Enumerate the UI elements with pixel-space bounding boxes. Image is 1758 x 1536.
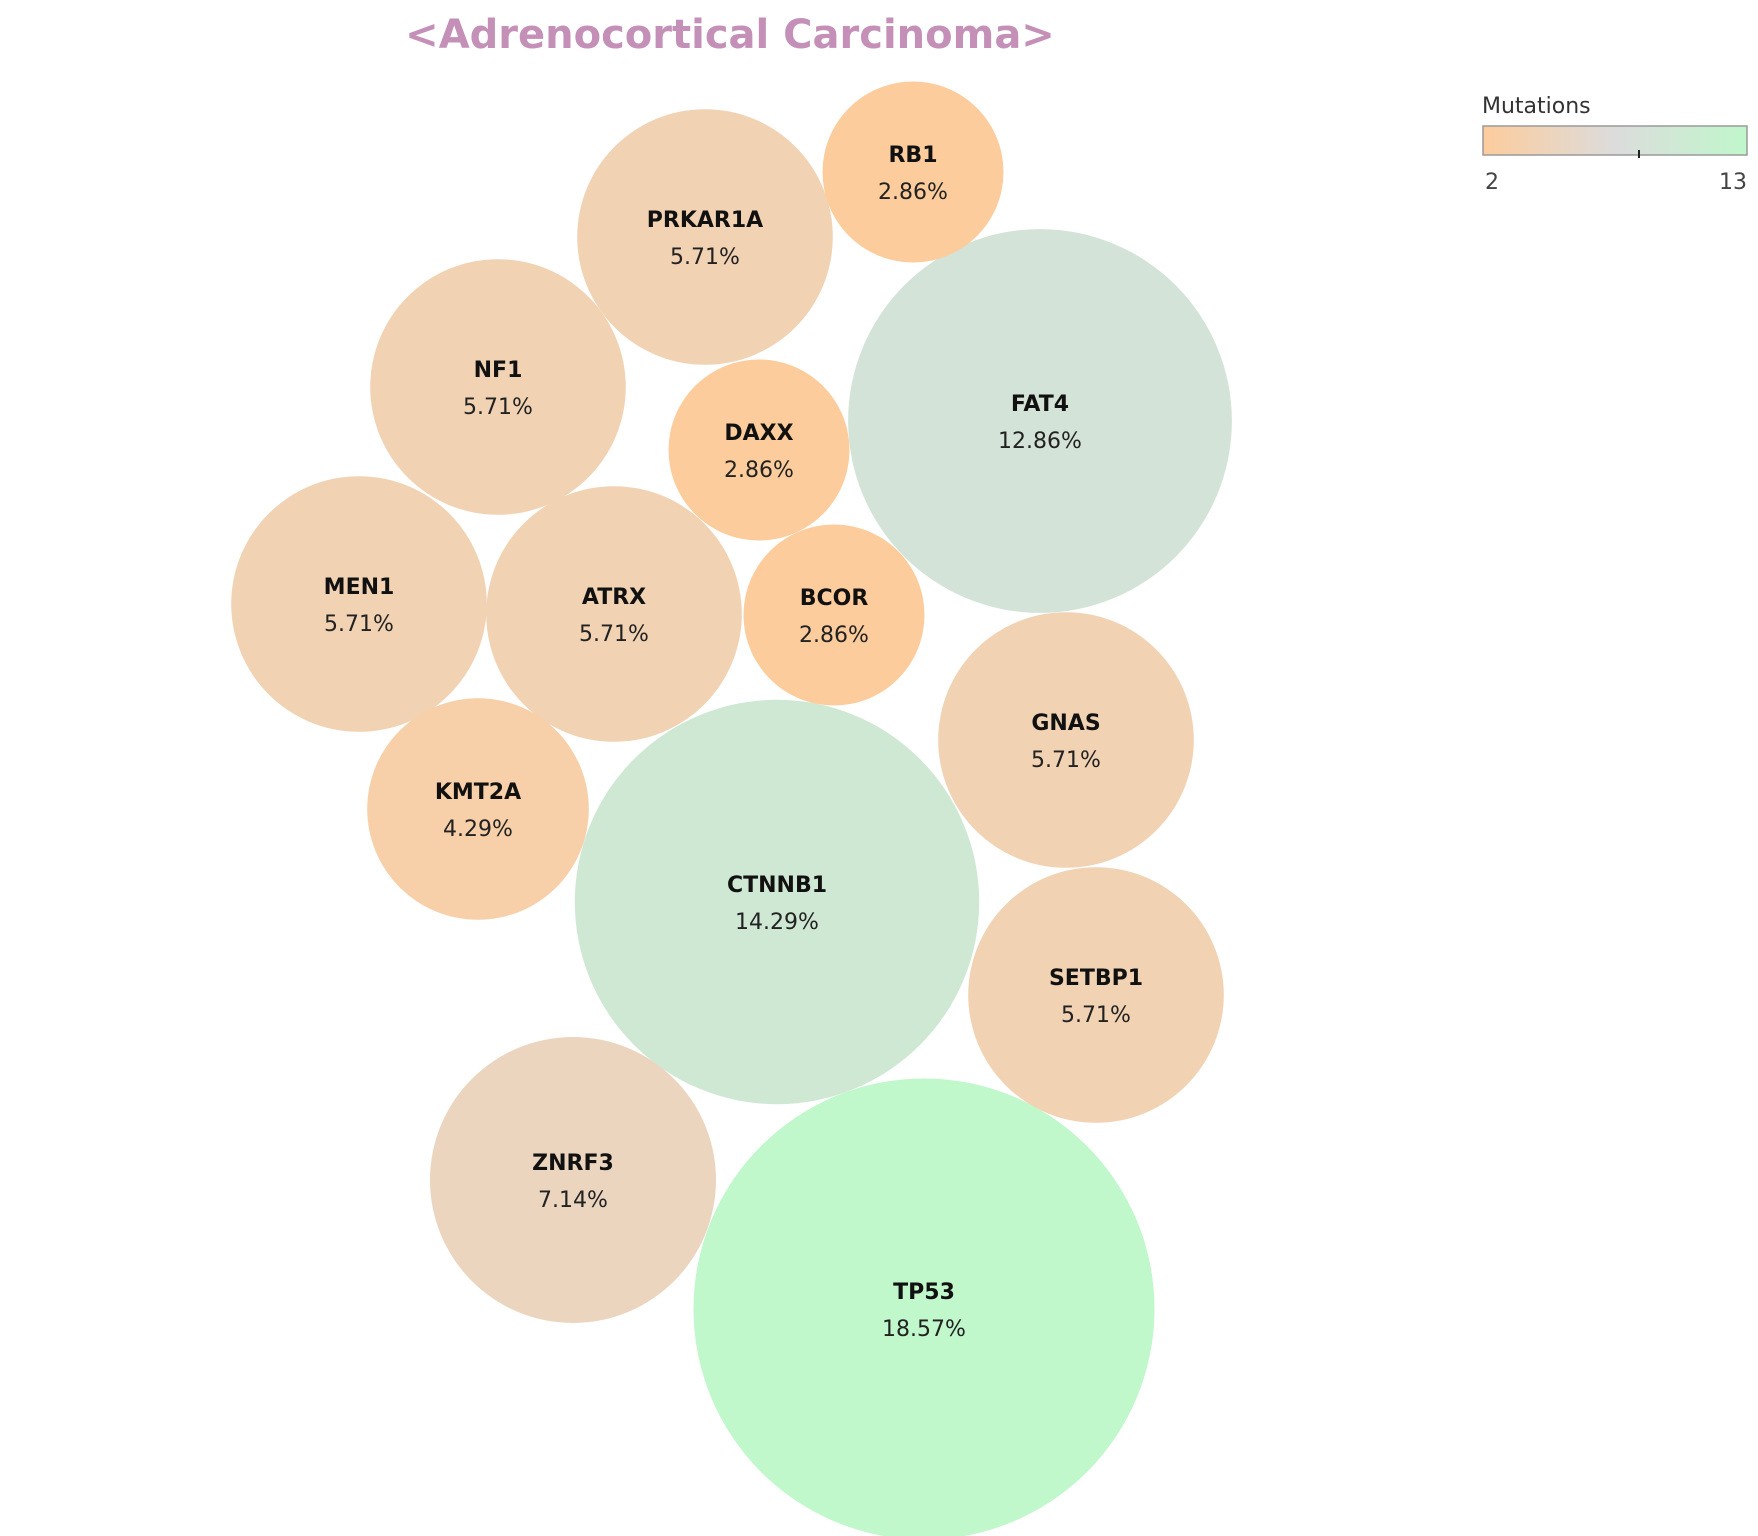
bubble-gene-label-prkar1a: PRKAR1A [647,208,763,233]
bubbles-layer: TP53 18.57% CTNNB1 14.29% FAT4 12.86% ZNRF3 7.1… [231,81,1232,1536]
legend-title: Mutations [1482,94,1591,119]
bubble-znrf3[interactable]: ZNRF3 7.14% [430,1037,716,1323]
bubble-percent-label-gnas: 5.71% [1031,748,1101,773]
bubble-gene-label-rb1: RB1 [888,143,937,168]
bubble-gene-label-atrx: ATRX [582,585,646,610]
color-legend: Mutations 2 13 [1482,94,1748,195]
bubble-gene-label-daxx: DAXX [724,421,793,446]
bubble-atrx[interactable]: ATRX 5.71% [486,486,742,742]
bubble-gene-label-fat4: FAT4 [1011,392,1069,417]
bubble-gnas[interactable]: GNAS 5.71% [938,612,1194,868]
bubble-gene-label-nf1: NF1 [474,358,523,383]
bubble-rb1[interactable]: RB1 2.86% [822,81,1004,263]
bubble-percent-label-rb1: 2.86% [878,180,948,205]
bubble-circle-fat4[interactable] [848,229,1232,613]
bubble-percent-label-znrf3: 7.14% [538,1188,608,1213]
bubble-circle-znrf3[interactable] [430,1037,716,1323]
bubble-circle-bcor[interactable] [743,524,925,706]
bubble-gene-label-bcor: BCOR [800,586,869,611]
chart-title: <Adrenocortical Carcinoma> [405,12,1055,58]
bubble-percent-label-daxx: 2.86% [724,458,794,483]
bubble-percent-label-kmt2a: 4.29% [443,817,513,842]
bubble-circle-men1[interactable] [231,476,487,732]
bubble-gene-label-tp53: TP53 [893,1280,955,1305]
bubble-fat4[interactable]: FAT4 12.86% [848,229,1232,613]
bubble-kmt2a[interactable]: KMT2A 4.29% [367,698,589,920]
bubble-circle-rb1[interactable] [822,81,1004,263]
bubble-men1[interactable]: MEN1 5.71% [231,476,487,732]
bubble-setbp1[interactable]: SETBP1 5.71% [968,867,1224,1123]
bubble-nf1[interactable]: NF1 5.71% [370,259,626,515]
bubble-percent-label-men1: 5.71% [324,612,394,637]
bubble-percent-label-bcor: 2.86% [799,623,869,648]
bubble-circle-atrx[interactable] [486,486,742,742]
bubble-daxx[interactable]: DAXX 2.86% [668,359,850,541]
bubble-circle-setbp1[interactable] [968,867,1224,1123]
bubble-circle-tp53[interactable] [693,1078,1155,1536]
bubble-gene-label-znrf3: ZNRF3 [532,1151,614,1176]
legend-max-label: 13 [1719,170,1747,195]
bubble-circle-daxx[interactable] [668,359,850,541]
bubble-circle-ctnnb1[interactable] [574,699,980,1105]
legend-color-bar [1482,125,1748,156]
legend-min-label: 2 [1485,170,1499,195]
bubble-percent-label-nf1: 5.71% [463,395,533,420]
bubble-percent-label-prkar1a: 5.71% [670,245,740,270]
bubble-gene-label-gnas: GNAS [1031,711,1100,736]
bubble-gene-label-men1: MEN1 [324,575,395,600]
bubble-tp53[interactable]: TP53 18.57% [693,1078,1155,1536]
bubble-percent-label-fat4: 12.86% [998,429,1082,454]
bubble-percent-label-atrx: 5.71% [579,622,649,647]
bubble-bcor[interactable]: BCOR 2.86% [743,524,925,706]
bubble-circle-nf1[interactable] [370,259,626,515]
bubble-circle-gnas[interactable] [938,612,1194,868]
bubble-percent-label-setbp1: 5.71% [1061,1003,1131,1028]
bubble-gene-label-kmt2a: KMT2A [435,780,521,805]
bubble-circle-prkar1a[interactable] [577,109,833,365]
bubble-percent-label-ctnnb1: 14.29% [735,910,819,935]
bubble-gene-label-ctnnb1: CTNNB1 [727,873,827,898]
bubble-ctnnb1[interactable]: CTNNB1 14.29% [574,699,980,1105]
bubble-prkar1a[interactable]: PRKAR1A 5.71% [577,109,833,365]
bubble-gene-label-setbp1: SETBP1 [1049,966,1143,991]
bubble-percent-label-tp53: 18.57% [882,1317,966,1342]
bubble-circle-kmt2a[interactable] [367,698,589,920]
